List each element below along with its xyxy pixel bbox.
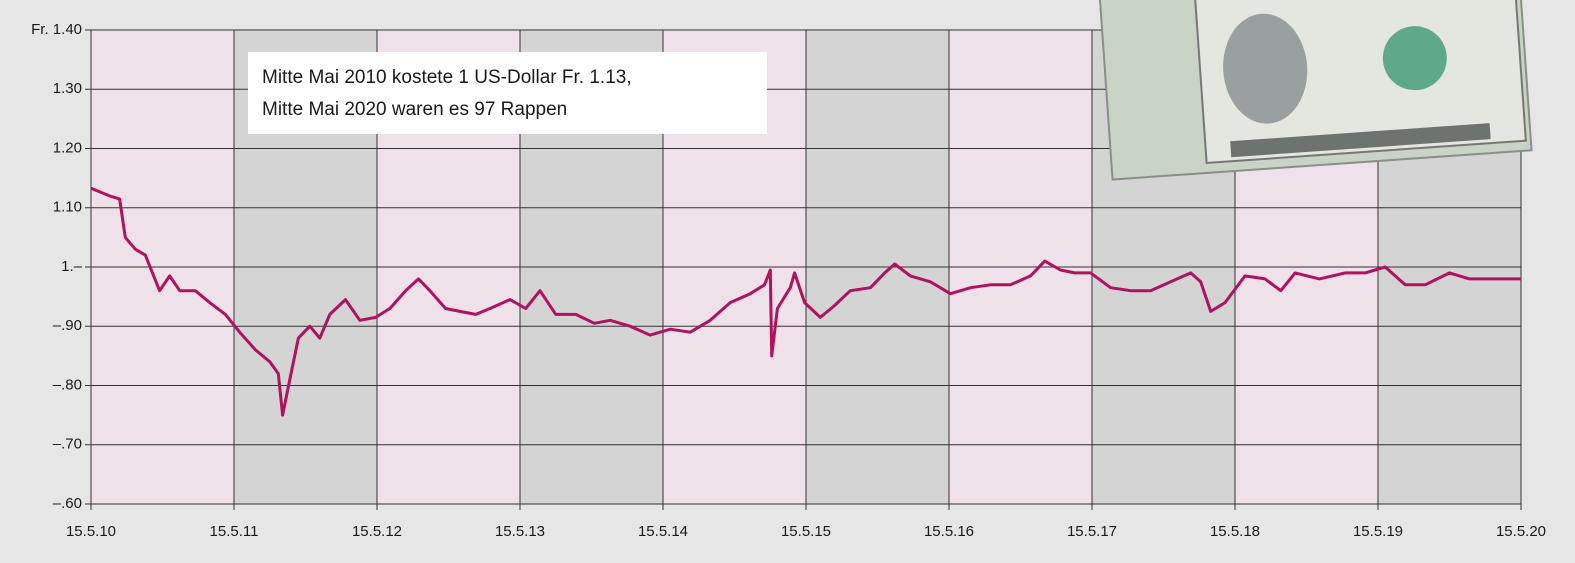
y-tick-label: –.80 xyxy=(53,376,82,393)
x-tick-label: 15.5.12 xyxy=(352,523,402,540)
x-tick-label: 15.5.18 xyxy=(1210,523,1260,540)
y-tick-label: –.60 xyxy=(53,495,82,512)
x-tick-label: 15.5.19 xyxy=(1353,523,1403,540)
x-tick-label: 15.5.15 xyxy=(781,523,831,540)
x-tick-label: 15.5.14 xyxy=(638,523,688,540)
x-tick-label: 15.5.13 xyxy=(495,523,545,540)
x-tick-label: 15.5.11 xyxy=(210,523,259,540)
annotation-box: Mitte Mai 2010 kostete 1 US-Dollar Fr. 1… xyxy=(248,52,767,134)
annotation-text: Mitte Mai 2020 waren es 97 Rappen xyxy=(262,99,567,120)
chart: Mitte Mai 2010 kostete 1 US-Dollar Fr. 1… xyxy=(0,0,1575,563)
dollar-bill-picture xyxy=(1097,0,1531,180)
annotation-background xyxy=(248,52,767,134)
annotation-text: Mitte Mai 2010 kostete 1 US-Dollar Fr. 1… xyxy=(262,67,632,88)
y-tick-label: –.70 xyxy=(53,436,82,453)
y-tick-label: 1.20 xyxy=(53,139,82,156)
y-tick-label: 1.– xyxy=(61,258,83,275)
y-tick-label: 1.10 xyxy=(53,199,82,216)
y-tick-label: 1.30 xyxy=(53,80,82,97)
x-tick-label: 15.5.17 xyxy=(1067,523,1117,540)
x-tick-label: 15.5.10 xyxy=(66,523,116,540)
y-tick-label: Fr. 1.40 xyxy=(31,21,82,38)
y-tick-label: –.90 xyxy=(53,317,82,334)
x-tick-label: 15.5.20 xyxy=(1496,523,1546,540)
x-tick-label: 15.5.16 xyxy=(924,523,974,540)
